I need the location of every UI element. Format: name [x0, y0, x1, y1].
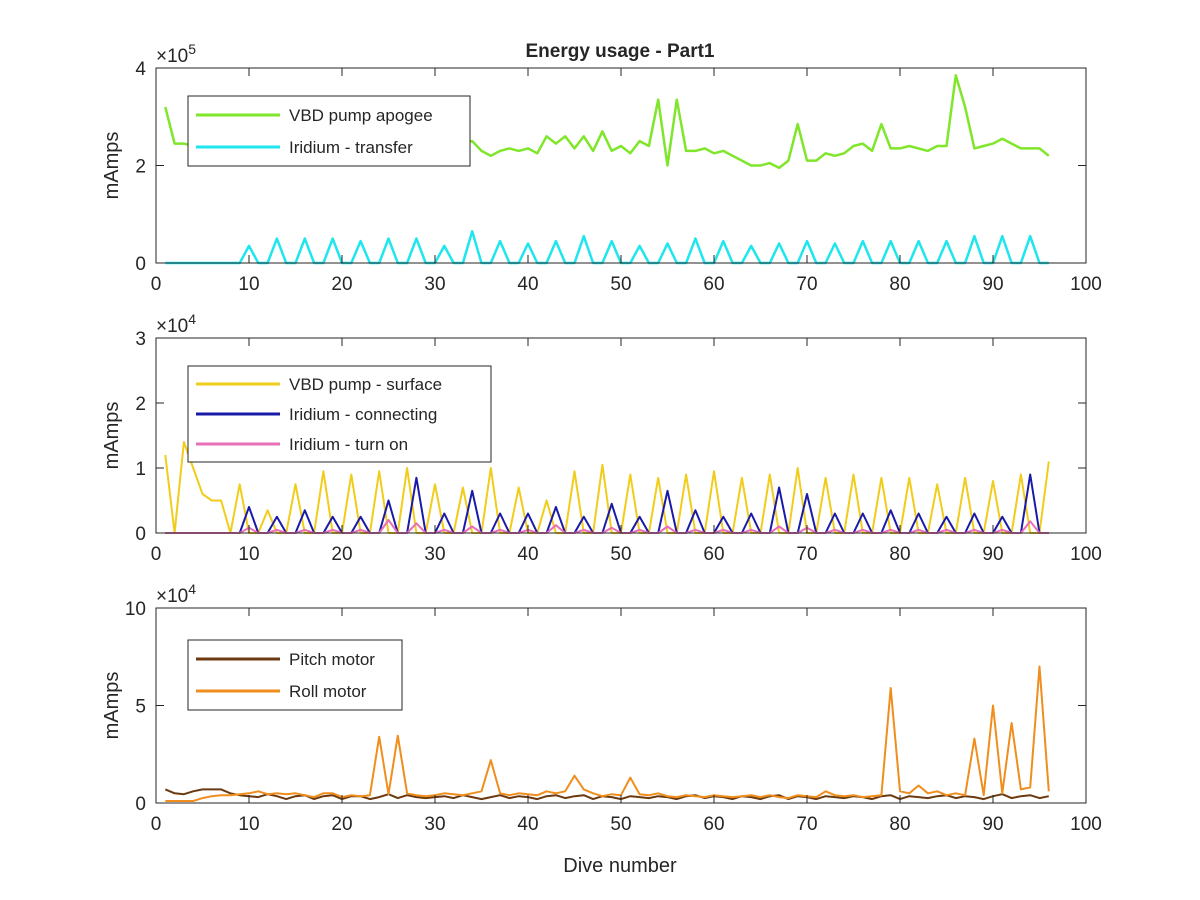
- y-exponent-label: ×104: [156, 581, 196, 607]
- y-tick-label: 1: [135, 459, 146, 480]
- y-tick-label: 4: [135, 59, 146, 80]
- x-tick-label: 70: [796, 814, 817, 835]
- legend-entry-label: Iridium - turn on: [289, 435, 408, 454]
- x-tick-label: 30: [424, 544, 445, 565]
- y-tick-label: 3: [135, 329, 146, 350]
- series-line-pitch-motor: [164, 788, 1050, 801]
- x-tick-label: 80: [889, 814, 910, 835]
- subplot-3: 0 10 20 30 40 50 60 70 80 90 100 0 5 10 ×104 mAmps Pitch…: [101, 581, 1102, 835]
- y-tick-label: 5: [135, 697, 146, 718]
- legend-entry-label: Pitch motor: [289, 650, 375, 669]
- legend-entry-label: VBD pump apogee: [289, 106, 433, 125]
- x-tick-label: 20: [331, 274, 352, 295]
- x-tick-label: 10: [238, 274, 259, 295]
- subplot-2: 0 10 20 30 40 50 60 70 80 90 100 0 1 2 3 ×104 mAmps VBD p…: [101, 311, 1102, 565]
- legend: VBD pump apogee Iridium - transfer: [187, 95, 471, 167]
- x-tick-label: 10: [238, 814, 259, 835]
- legend-entry-label: Roll motor: [289, 682, 367, 701]
- x-tick-label: 0: [151, 274, 162, 295]
- x-tick-label: 20: [331, 814, 352, 835]
- x-tick-label: 20: [331, 544, 352, 565]
- x-tick-label: 0: [151, 544, 162, 565]
- x-axis-label: Dive number: [563, 855, 677, 877]
- legend: VBD pump - surface Iridium - connecting Ir…: [187, 365, 492, 463]
- y-tick-label: 10: [125, 599, 146, 620]
- y-exponent-label: ×104: [156, 311, 196, 337]
- x-tick-label: 60: [703, 544, 724, 565]
- y-axis-label: mAmps: [101, 402, 123, 470]
- x-tick-label: 100: [1070, 814, 1102, 835]
- series-group: [164, 665, 1050, 802]
- legend-entry-label: Iridium - transfer: [289, 138, 413, 157]
- x-tick-label: 60: [703, 814, 724, 835]
- x-tick-label: 40: [517, 274, 538, 295]
- legend: Pitch motor Roll motor: [187, 639, 403, 711]
- x-tick-label: 70: [796, 544, 817, 565]
- x-tick-label: 50: [610, 274, 631, 295]
- y-tick-label: 2: [135, 157, 146, 178]
- y-exponent-label: ×105: [156, 41, 196, 67]
- y-axis-label: mAmps: [101, 672, 123, 740]
- x-tick-label: 40: [517, 814, 538, 835]
- series-line-iridium-turn-on: [165, 519, 1049, 534]
- x-tick-label: 60: [703, 274, 724, 295]
- y-tick-label: 2: [135, 394, 146, 415]
- legend-entry-label: VBD pump - surface: [289, 375, 442, 394]
- legend-box: [187, 95, 471, 167]
- series-line-roll-motor: [165, 665, 1050, 802]
- subplot-1: 0 10 20 30 40 50 60 70 80 90 100 0 2 4 ×105 mAmps VBD pu…: [101, 41, 1102, 295]
- legend-entry-label: Iridium - connecting: [289, 405, 437, 424]
- y-tick-label: 0: [135, 254, 146, 275]
- x-tick-label: 100: [1070, 544, 1102, 565]
- x-tick-label: 90: [982, 814, 1003, 835]
- series-line-iridium-transfer: [165, 230, 1049, 265]
- x-tick-label: 90: [982, 544, 1003, 565]
- x-tick-label: 90: [982, 274, 1003, 295]
- figure-title: Energy usage - Part1: [525, 41, 714, 62]
- x-tick-label: 40: [517, 544, 538, 565]
- y-tick-label: 0: [135, 524, 146, 545]
- x-tick-label: 30: [424, 274, 445, 295]
- x-tick-label: 10: [238, 544, 259, 565]
- y-tick-label: 0: [135, 794, 146, 815]
- x-tick-label: 100: [1070, 274, 1102, 295]
- x-tick-label: 80: [889, 544, 910, 565]
- x-tick-label: 70: [796, 274, 817, 295]
- legend-box: [187, 639, 403, 711]
- y-axis-label: mAmps: [101, 132, 123, 200]
- x-tick-label: 50: [610, 544, 631, 565]
- x-tick-label: 50: [610, 814, 631, 835]
- x-tick-label: 30: [424, 814, 445, 835]
- x-tick-label: 80: [889, 274, 910, 295]
- x-tick-label: 0: [151, 814, 162, 835]
- series-line-iridium-connecting: [165, 473, 1049, 534]
